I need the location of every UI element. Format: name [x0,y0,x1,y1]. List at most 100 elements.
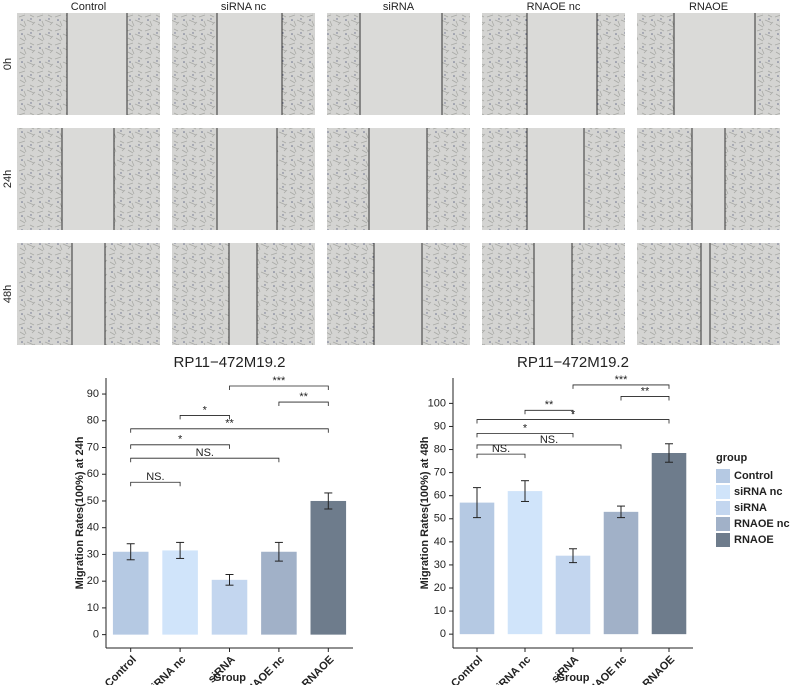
significance-label: ** [299,391,308,403]
significance-bracket [620,396,670,401]
significance-label: ** [225,418,234,430]
x-axis-label: Group [213,672,246,684]
significance-bracket [476,453,526,459]
significance-bracket [572,384,670,389]
x-tick-label: siRNA nc [490,654,533,685]
y-tick-label: 60 [87,468,99,480]
column-label: RNAOE [689,1,728,13]
significance-label: NS. [146,471,164,483]
legend-swatch [716,501,730,515]
legend-swatch [716,485,730,499]
significance-label: * [571,408,576,420]
y-tick-label: 30 [87,548,99,560]
significance-bracket [179,415,230,420]
legend-swatch [716,469,730,483]
significance-label: * [178,434,183,446]
y-tick-label: 10 [434,605,446,617]
error-bar [274,541,283,562]
significance-label: ** [545,399,554,411]
wound-gap [527,13,597,115]
y-tick-label: 0 [440,628,446,640]
significance-label: NS. [540,434,558,446]
bar [459,502,495,635]
error-bar [665,443,673,463]
error-bar [126,543,135,561]
column-label: RNAOE nc [527,1,581,13]
legend-swatch [716,533,730,547]
y-tick-label: 30 [434,559,446,571]
x-tick-label: RNAOE nc [239,654,287,685]
column-label: Control [71,1,106,13]
wound-gap [374,243,422,345]
legend-label: siRNA [734,502,767,514]
bar [211,579,248,635]
y-tick-label: 90 [434,420,446,432]
error-bar [324,492,333,510]
significance-label: NS. [196,447,214,459]
significance-bracket [524,409,574,415]
bar [112,551,149,635]
significance-label: * [203,404,208,416]
wound-gap [534,243,572,345]
significance-bracket [476,419,670,424]
y-tick-label: 40 [87,522,99,534]
chart-title: RP11−472M19.2 [174,354,286,371]
y-tick-label: 80 [87,415,99,427]
significance-bracket [476,444,622,449]
significance-bracket [229,385,329,391]
y-tick-label: 60 [434,490,446,502]
bar [651,453,687,635]
x-tick-label: Control [449,654,485,685]
legend-label: Control [734,470,773,482]
y-tick-label: 100 [428,397,446,409]
y-axis-label: Migration Rates(100%) at 48h [419,436,431,589]
bar [603,511,639,635]
significance-label: ** [641,385,650,397]
significance-bracket [278,401,329,407]
y-tick-label: 50 [434,513,446,525]
error-bar [569,548,577,564]
y-tick-label: 90 [87,388,99,400]
column-label: siRNA [383,1,415,13]
bar [261,551,297,635]
x-axis-label: Group [557,672,590,684]
significance-bracket [130,481,181,487]
legend-title: group [716,452,747,464]
error-bar [176,541,185,559]
y-tick-label: 10 [87,602,99,614]
y-tick-label: 0 [93,629,99,641]
wound-gap [62,128,114,230]
row-label: 24h [2,170,14,188]
x-tick-label: siRNA nc [145,654,188,685]
bar [555,555,591,635]
significance-bracket [476,432,574,438]
y-tick-label: 70 [87,441,99,453]
wound-gap [674,13,755,115]
y-tick-label: 80 [434,443,446,455]
y-tick-label: 40 [434,536,446,548]
significance-bracket [130,457,280,463]
y-axis-label: Migration Rates(100%) at 24h [74,436,86,589]
chart-title: RP11−472M19.2 [517,354,629,371]
x-tick-label: Control [103,654,139,685]
bar [310,500,347,635]
bar [507,491,543,635]
wound-gap [67,13,127,115]
wound-gap [217,13,282,115]
wound-gap [701,243,710,345]
significance-label: NS. [492,443,510,455]
legend-label: RNAOE [734,534,774,546]
wound-gap [527,128,584,230]
wound-gap [360,13,442,115]
y-tick-label: 20 [87,575,99,587]
legend-label: RNAOE nc [734,518,790,530]
significance-label: *** [272,375,286,387]
significance-label: * [523,422,528,434]
wound-gap [217,128,277,230]
x-tick-label: RNAOE [300,654,337,685]
bar [162,550,198,635]
legend-label: siRNA nc [734,486,783,498]
significance-bracket [130,444,230,449]
row-label: 48h [2,285,14,303]
error-bar [617,505,625,519]
